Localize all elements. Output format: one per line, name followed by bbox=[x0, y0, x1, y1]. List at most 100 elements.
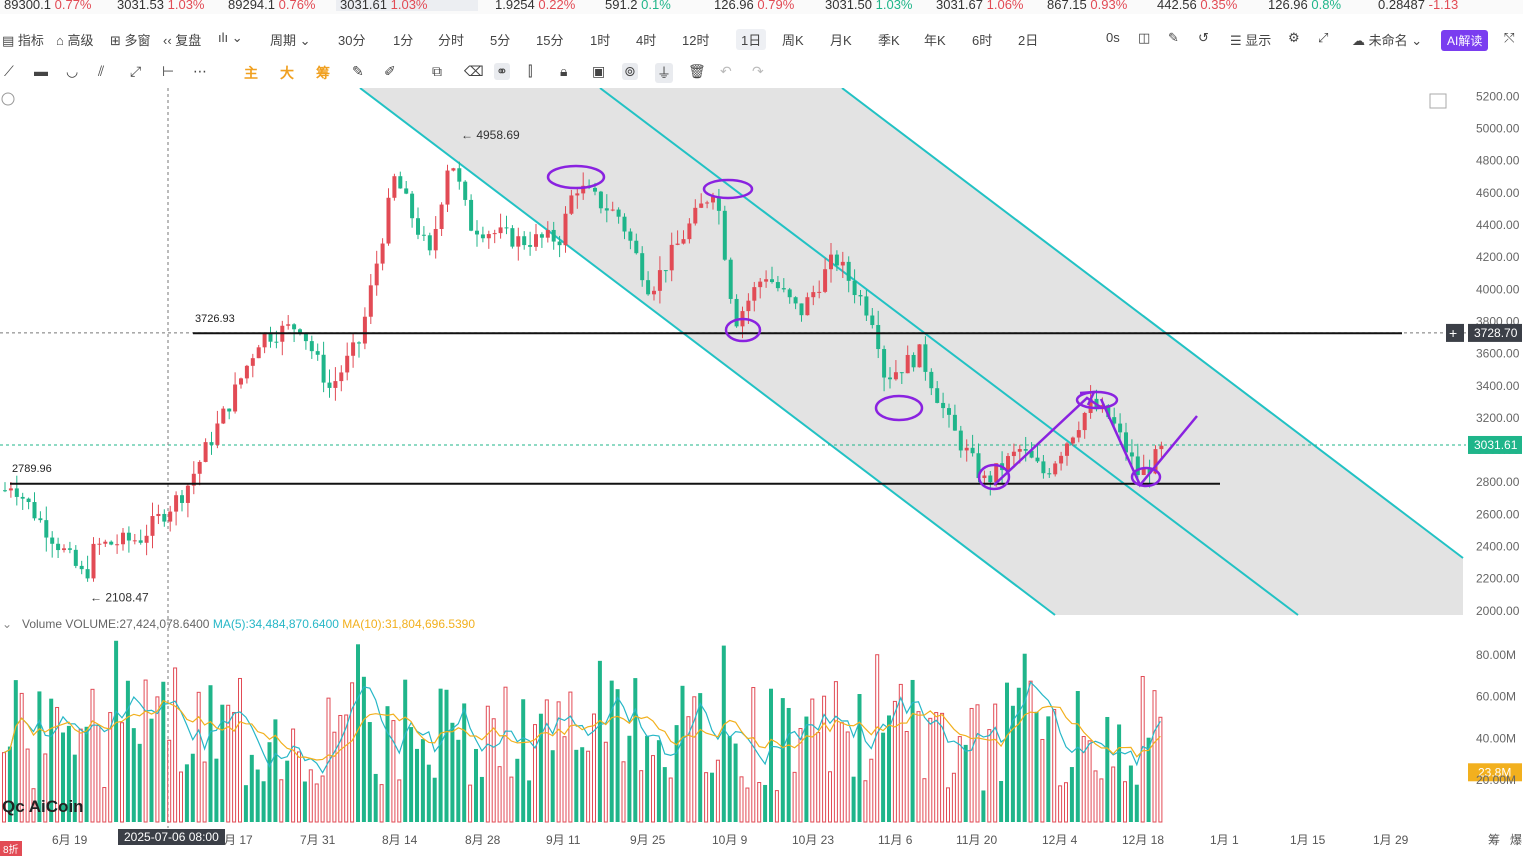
share-icon[interactable]: ⤲ bbox=[1504, 30, 1515, 45]
chip-toggle[interactable]: 筹 bbox=[316, 65, 330, 81]
eraser-icon[interactable]: ⌫ bbox=[464, 63, 484, 79]
ticker-strip: 89300.1 0.77% 3031.53 1.03% 89294.1 0.76% 3… bbox=[0, 0, 1523, 14]
interval-1[interactable]: 1分 bbox=[393, 33, 414, 48]
undo-history-icon[interactable]: ↺ bbox=[1198, 30, 1209, 45]
brush-icon[interactable]: ✐ bbox=[384, 63, 396, 79]
collapse-panel-icon[interactable] bbox=[1, 92, 15, 106]
interval-12[interactable]: 年K bbox=[924, 33, 946, 48]
ticker-item[interactable]: 126.96 0.8% bbox=[1268, 0, 1341, 11]
replay-button[interactable]: ‹‹ 复盘 bbox=[163, 33, 202, 48]
pattern-circle[interactable] bbox=[1075, 390, 1119, 410]
ticker-price: 3031.67 bbox=[936, 0, 983, 12]
pattern-circle[interactable] bbox=[724, 317, 762, 343]
pattern-circle[interactable] bbox=[874, 394, 924, 422]
pattern-markers[interactable] bbox=[546, 164, 1198, 491]
interval-14[interactable]: 2日 bbox=[1018, 33, 1039, 48]
interval-3[interactable]: 5分 bbox=[490, 33, 511, 48]
camera-icon[interactable]: ◫ bbox=[1138, 30, 1151, 45]
filter-icon[interactable]: ⏚ bbox=[655, 63, 673, 83]
ticker-item[interactable]: 89294.1 0.76% bbox=[228, 0, 316, 11]
curve-icon[interactable]: ◡ bbox=[66, 63, 79, 79]
ticker-item[interactable]: 3031.61 1.03% bbox=[336, 0, 478, 11]
ticker-change: 0.1% bbox=[641, 0, 671, 12]
descending-channel[interactable] bbox=[359, 88, 1464, 616]
interval-10[interactable]: 月K bbox=[830, 33, 852, 48]
horizontal-line-icon[interactable]: ⊢ bbox=[162, 63, 175, 79]
display-button[interactable]: ☰ 显示 bbox=[1230, 33, 1272, 48]
time-label: 6月 19 bbox=[52, 833, 88, 847]
lock-icon[interactable]: 🔒︎ bbox=[560, 63, 568, 79]
interval-5[interactable]: 1时 bbox=[590, 33, 611, 48]
pattern-circle[interactable] bbox=[702, 178, 754, 200]
volume-current-badge bbox=[1468, 763, 1522, 782]
undo-icon[interactable]: ↶ bbox=[720, 63, 732, 79]
pattern-circle[interactable] bbox=[546, 164, 606, 190]
ticker-price: 3031.61 bbox=[340, 0, 387, 12]
settings-icon[interactable]: ⚙ bbox=[1288, 30, 1300, 45]
main-chart-toggle[interactable]: 主 bbox=[244, 65, 258, 81]
price-chart[interactable]: 3726.93 2789.96 ← 4958.69 ← 2108.47 23.8M 5… bbox=[0, 88, 1523, 828]
interval-11[interactable]: 季K bbox=[878, 33, 900, 48]
link-icon[interactable]: ⊚ bbox=[622, 63, 638, 80]
ticker-item[interactable]: 3031.50 1.03% bbox=[825, 0, 913, 11]
volume-collapse-icon[interactable]: ⌄ bbox=[2, 617, 13, 631]
expand-icon[interactable] bbox=[1429, 93, 1447, 109]
ticker-item[interactable]: 89300.1 0.77% bbox=[4, 0, 92, 11]
ruler-icon[interactable]: ▬ bbox=[34, 63, 48, 79]
interval-4[interactable]: 15分 bbox=[536, 33, 564, 48]
pen-icon[interactable]: ✎ bbox=[1168, 30, 1179, 45]
trendline-icon[interactable]: ⟋ bbox=[4, 63, 14, 79]
pattern-circle[interactable] bbox=[977, 463, 1011, 491]
edit-icon[interactable]: ✎ bbox=[352, 63, 364, 79]
pattern-circle[interactable] bbox=[1130, 466, 1162, 488]
ticker-item[interactable]: 1.9254 0.22% bbox=[495, 0, 575, 11]
interval-9[interactable]: 周K bbox=[782, 33, 804, 48]
copy-icon[interactable]: ⧉ bbox=[432, 63, 442, 79]
interval-8[interactable]: 1日 bbox=[736, 29, 767, 50]
trash-icon[interactable]: 🗑︎ bbox=[688, 63, 706, 79]
price-annotations: 3726.93 2789.96 ← 4958.69 ← 2108.47 bbox=[12, 128, 520, 604]
ticker-change: 0.35% bbox=[1200, 0, 1238, 12]
horizontal-levels[interactable] bbox=[10, 332, 1402, 485]
multi-window-button[interactable]: ⊞ 多窗 bbox=[110, 33, 151, 48]
fullscreen-icon[interactable]: ⤢ bbox=[1318, 30, 1329, 45]
layout-dropdown[interactable]: ☁ 未命名 ⌄ bbox=[1352, 33, 1423, 48]
ticker-item[interactable]: 126.96 0.79% bbox=[714, 0, 794, 11]
promo-badge[interactable]: 8折 bbox=[0, 841, 22, 856]
ticker-item[interactable]: 442.56 0.35% bbox=[1157, 0, 1237, 11]
ticker-price: 0.28487 bbox=[1378, 0, 1425, 12]
down-up-arrow-line[interactable] bbox=[1099, 398, 1198, 488]
ray-icon[interactable]: ⤢ bbox=[130, 63, 142, 79]
big-order-toggle[interactable]: 大 bbox=[280, 65, 294, 81]
ticker-item[interactable]: 3031.67 1.06% bbox=[936, 0, 1024, 11]
interval-7[interactable]: 12时 bbox=[682, 33, 710, 48]
period-dropdown[interactable]: 周期 ⌄ bbox=[270, 33, 311, 48]
more-icon[interactable]: ⋯ bbox=[193, 63, 207, 79]
ai-interpret-button[interactable]: AI解读 bbox=[1441, 30, 1489, 51]
current-price-label: 3031.61 bbox=[1474, 438, 1518, 452]
ticker-item[interactable]: 591.2 0.1% bbox=[605, 0, 671, 11]
price-tick: 3200.00 bbox=[1476, 411, 1520, 425]
up-arrow-line[interactable] bbox=[993, 396, 1103, 486]
magnet-icon[interactable]: ⚭ bbox=[494, 63, 510, 80]
indicators-button[interactable]: ▤ 指标 bbox=[2, 33, 44, 48]
price-tick: 2400.00 bbox=[1476, 539, 1520, 553]
ticker-item[interactable]: 867.15 0.93% bbox=[1047, 0, 1127, 11]
channel-icon[interactable]: ⫽ bbox=[98, 63, 105, 79]
price-axis[interactable]: 5200.00 5000.00 4800.00 4600.00 4400.00 4200.… bbox=[1, 89, 1522, 618]
price-tick: 4600.00 bbox=[1476, 186, 1520, 200]
interval-2[interactable]: 分时 bbox=[438, 33, 465, 48]
ticker-item[interactable]: 3031.53 1.03% bbox=[117, 0, 205, 11]
chart-type-icon[interactable]: ılı ⌄ bbox=[218, 30, 243, 45]
interval-13[interactable]: 6时 bbox=[972, 33, 993, 48]
time-label: 12月 4 bbox=[1042, 833, 1078, 847]
add-alert-button[interactable] bbox=[1446, 323, 1464, 342]
interval-6[interactable]: 4时 bbox=[636, 33, 657, 48]
redo-icon[interactable]: ↷ bbox=[752, 63, 764, 79]
ticker-item[interactable]: 0.28487 -1.13 bbox=[1378, 0, 1458, 11]
advanced-button[interactable]: ⌂ 高级 bbox=[56, 33, 94, 48]
candle-icon[interactable]: ⫿ bbox=[528, 63, 533, 79]
multi-window-label: 多窗 bbox=[124, 33, 151, 48]
notes-icon[interactable]: ▣ bbox=[592, 63, 606, 79]
interval-0[interactable]: 30分 bbox=[338, 33, 366, 48]
